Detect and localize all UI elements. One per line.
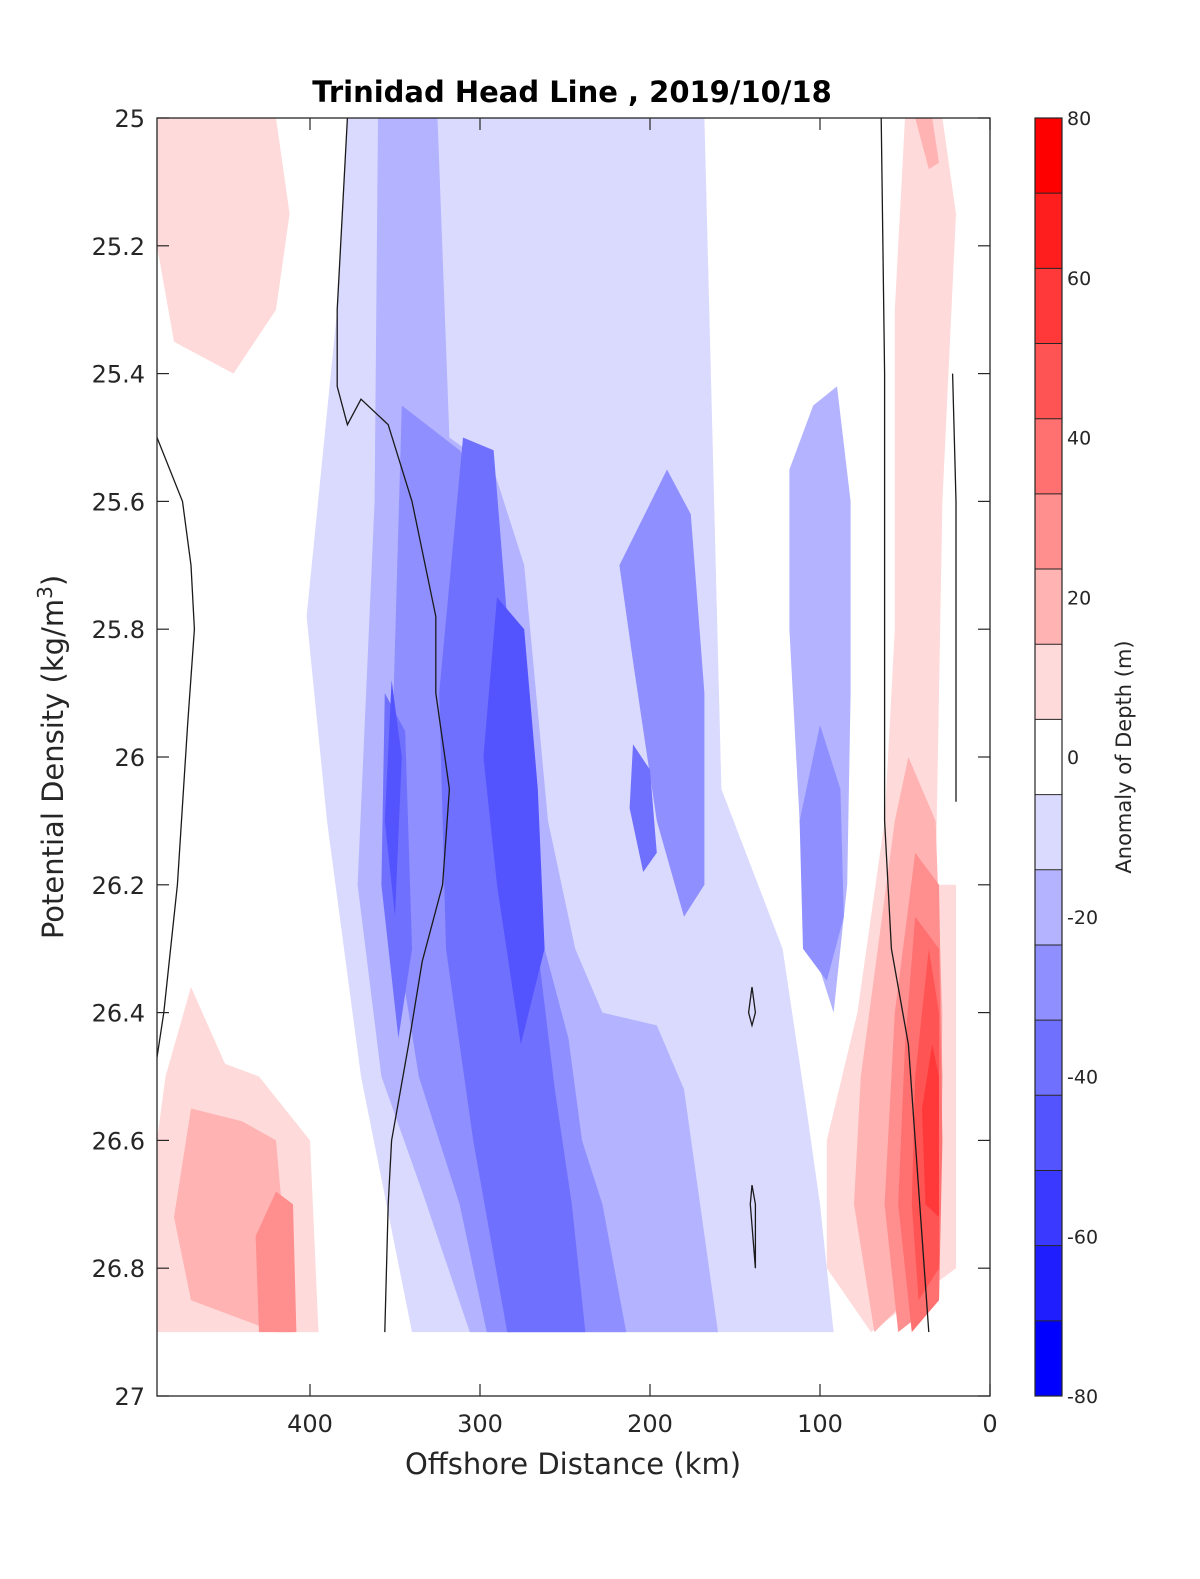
colorbar-band-5 [1035,944,1062,1021]
x-tick-label: 100 [797,1410,843,1438]
y-axis-label: Potential Density (kg/m3) [33,575,70,939]
contour-region-5 [799,725,844,981]
colorbar-band-6 [1035,869,1062,946]
colorbar-band-0 [1035,1320,1062,1397]
x-tick-label: 400 [287,1410,333,1438]
y-tick-label: 25.2 [92,233,145,261]
colorbar-band-8 [1035,719,1062,796]
colorbar-band-12 [1035,418,1062,495]
y-tick-label: 25 [114,105,145,133]
contour-region-10 [384,680,402,917]
zero-contour-line-1 [157,437,196,1058]
colorbar-band-9 [1035,644,1062,720]
contour-region-21 [922,1044,939,1218]
y-tick-label: 25.8 [92,616,145,644]
zero-contour-line-2 [880,118,930,1333]
x-axis-ticks: 400 300 200 100 0 [287,118,998,1438]
contour-region-17 [255,1191,297,1333]
colorbar-tick-label: 0 [1067,747,1079,769]
y-tick-label: 26.8 [92,1255,145,1283]
contour-region-4 [619,469,705,917]
contour-region-9 [483,597,545,1045]
colorbar-tick-label: -80 [1067,1386,1098,1408]
y-tick-label: 27 [114,1383,145,1411]
colorbar-label: Anomaly of Depth (m) [1112,640,1136,873]
colorbar-band-15 [1035,193,1062,269]
colorbar-band-10 [1035,569,1062,645]
contour-region-15 [915,118,939,170]
y-tick-label: 26 [114,744,145,772]
colorbar-band-4 [1035,1020,1062,1096]
y-tick-label: 25.4 [92,361,145,389]
colorbar-ticks: -80 -60 -40 -20 0 20 40 60 80 [1067,108,1098,1408]
zero-contour-line-3 [951,373,957,802]
colorbar-band-3 [1035,1095,1062,1171]
colorbar [1034,117,1063,1397]
colorbar-tick-label: -60 [1067,1226,1098,1248]
y-axis-ticks: 25 25.2 25.4 25.6 25.8 26 26.2 26.4 26.6 26.8 27 [92,105,990,1411]
x-tick-label: 300 [457,1410,503,1438]
colorbar-tick-label: -40 [1067,1067,1098,1089]
y-tick-label: 26.6 [92,1127,145,1155]
x-axis-label: Offshore Distance (km) [405,1447,741,1481]
colorbar-tick-label: 20 [1067,587,1091,609]
contour-region-11 [157,118,290,374]
colorbar-tick-label: 80 [1067,108,1091,130]
colorbar-tick-label: -20 [1067,907,1098,929]
colorbar-band-14 [1035,268,1062,345]
colorbar-band-2 [1035,1170,1062,1247]
colorbar-tick-label: 40 [1067,428,1091,450]
y-tick-label: 26.2 [92,872,145,900]
y-tick-label: 25.6 [92,488,145,516]
colorbar-frame [1034,117,1063,1397]
colorbar-band-13 [1035,343,1062,420]
contour-fill-regions [157,118,956,1333]
colorbar-tick-label: 60 [1067,268,1091,290]
contour-lines [157,118,957,1333]
zero-contour-line-5 [749,1184,757,1269]
colorbar-band-7 [1035,794,1062,871]
x-tick-label: 200 [627,1410,673,1438]
chart-title: Trinidad Head Line , 2019/10/18 [312,75,832,109]
colorbar-band-11 [1035,493,1062,570]
zero-contour-line-4 [747,986,757,1028]
contour-region-8 [629,744,657,872]
y-tick-label: 26.4 [92,1000,145,1028]
colorbar-band-16 [1035,118,1062,194]
x-tick-label: 0 [982,1410,997,1438]
colorbar-band-1 [1035,1245,1062,1322]
zero-contour-line-0 [336,118,451,1333]
